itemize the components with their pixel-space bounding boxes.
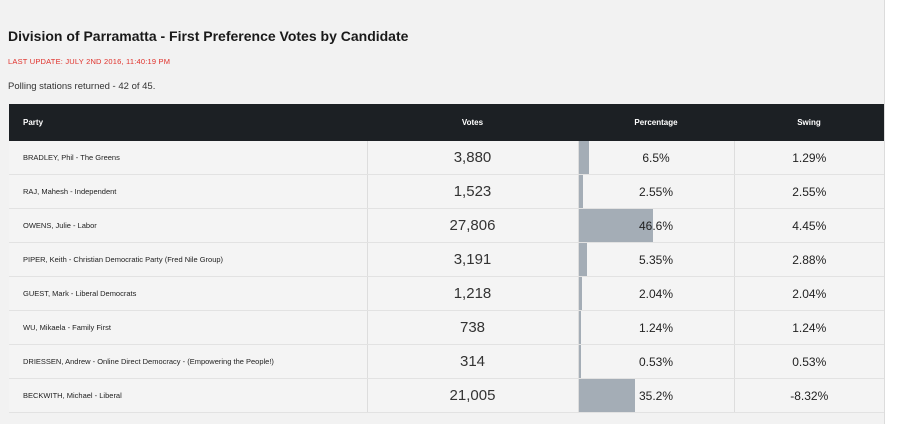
- candidate-party-cell: WU, Mikaela - Family First: [9, 310, 367, 345]
- votes-cell: 1,523: [366, 174, 578, 209]
- swing-cell: 2.04%: [733, 276, 884, 311]
- percentage-value: 35.2%: [638, 388, 674, 403]
- swing-cell: 2.88%: [733, 242, 884, 277]
- percentage-bar: [578, 277, 582, 310]
- percentage-cell: 5.35%: [577, 242, 734, 277]
- party-column-header: Party: [9, 104, 367, 141]
- table-row: WU, Mikaela - Family First 738 1.24% 1.24%: [9, 310, 884, 345]
- votes-cell: 738: [366, 310, 578, 345]
- table-row: BRADLEY, Phil - The Greens 3,880 6.5% 1.29%: [9, 141, 884, 175]
- percentage-cell: 1.24%: [577, 310, 734, 345]
- polling-stations-text: Polling stations returned - 42 of 45.: [8, 81, 156, 92]
- swing-cell: 0.53%: [733, 344, 884, 379]
- percentage-value: 0.53%: [638, 354, 674, 369]
- percentage-cell: 46.6%: [577, 208, 734, 243]
- votes-cell: 3,880: [366, 141, 578, 175]
- percentage-value: 2.04%: [638, 286, 674, 301]
- candidate-party-cell: DRIESSEN, Andrew - Online Direct Democra…: [9, 344, 367, 379]
- votes-cell: 27,806: [366, 208, 578, 243]
- percentage-cell: 6.5%: [577, 141, 734, 175]
- percentage-value: 6.5%: [642, 150, 670, 165]
- table-row: OWENS, Julie - Labor 27,806 46.6% 4.45%: [9, 208, 884, 243]
- candidate-party-cell: GUEST, Mark - Liberal Democrats: [9, 276, 367, 311]
- percentage-column-header: Percentage: [578, 104, 734, 141]
- page-title: Division of Parramatta - First Preferenc…: [8, 28, 409, 44]
- candidate-party-cell: BECKWITH, Michael - Liberal: [9, 378, 367, 413]
- percentage-bar: [578, 243, 587, 276]
- percentage-value: 1.24%: [638, 320, 674, 335]
- swing-cell: -8.32%: [733, 378, 884, 413]
- results-table: Party Votes Percentage Swing BRADLEY, Ph…: [9, 104, 884, 413]
- swing-cell: 4.45%: [733, 208, 884, 243]
- percentage-bar: [578, 175, 583, 208]
- swing-cell: 1.24%: [733, 310, 884, 345]
- votes-column-header: Votes: [367, 104, 578, 141]
- table-body: BRADLEY, Phil - The Greens 3,880 6.5% 1.29%…: [9, 141, 884, 413]
- percentage-cell: 35.2%: [577, 378, 734, 413]
- table-row: RAJ, Mahesh - Independent 1,523 2.55% 2.55%: [9, 174, 884, 209]
- candidate-party-cell: BRADLEY, Phil - The Greens: [9, 141, 367, 175]
- percentage-bar: [578, 345, 581, 378]
- table-row: BECKWITH, Michael - Liberal 21,005 35.2% -8…: [9, 378, 884, 413]
- table-header: Party Votes Percentage Swing: [9, 104, 884, 141]
- votes-cell: 314: [366, 344, 578, 379]
- percentage-value: 2.55%: [638, 184, 674, 199]
- table-row: DRIESSEN, Andrew - Online Direct Democra…: [9, 344, 884, 379]
- percentage-cell: 0.53%: [577, 344, 734, 379]
- votes-cell: 1,218: [366, 276, 578, 311]
- percentage-bar: [578, 209, 653, 242]
- percentage-bar: [578, 379, 635, 412]
- table-row: PIPER, Keith - Christian Democratic Part…: [9, 242, 884, 277]
- header-row: Party Votes Percentage Swing: [9, 104, 884, 141]
- percentage-value: 5.35%: [638, 252, 674, 267]
- votes-cell: 21,005: [366, 378, 578, 413]
- candidate-party-cell: PIPER, Keith - Christian Democratic Part…: [9, 242, 367, 277]
- votes-cell: 3,191: [366, 242, 578, 277]
- percentage-cell: 2.55%: [577, 174, 734, 209]
- percentage-bar: [578, 141, 589, 174]
- panel-divider: [884, 0, 885, 424]
- table-row: GUEST, Mark - Liberal Democrats 1,218 2.04…: [9, 276, 884, 311]
- percentage-cell: 2.04%: [577, 276, 734, 311]
- swing-column-header: Swing: [734, 104, 884, 141]
- candidate-party-cell: RAJ, Mahesh - Independent: [9, 174, 367, 209]
- percentage-bar: [578, 311, 581, 344]
- swing-cell: 2.55%: [733, 174, 884, 209]
- swing-cell: 1.29%: [733, 141, 884, 175]
- percentage-value: 46.6%: [638, 218, 674, 233]
- candidate-party-cell: OWENS, Julie - Labor: [9, 208, 367, 243]
- last-update-text: LAST UPDATE: JULY 2ND 2016, 11:40:19 PM: [8, 57, 171, 66]
